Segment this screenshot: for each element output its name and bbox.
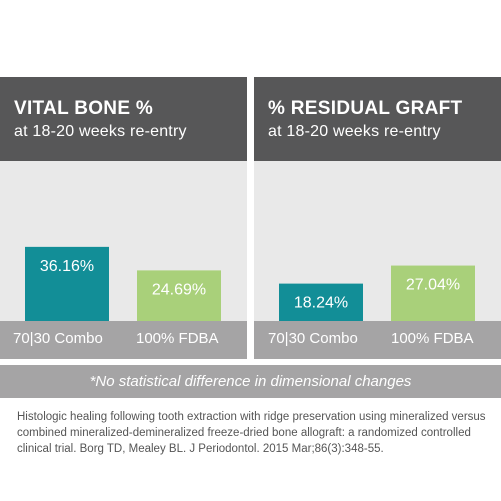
residual-graft-category-bar: 70|30 Combo 100% FDBA [254, 321, 501, 359]
category-label: 100% FDBA [136, 330, 219, 347]
vital-bone-bars: 36.16% 24.69% [25, 246, 221, 321]
chart-subtitle: at 18-20 weeks re-entry [14, 123, 187, 140]
chart-subtitle: at 18-20 weeks re-entry [268, 123, 441, 140]
vital-bone-header: VITAL BONE % at 18-20 weeks re-entry [0, 77, 247, 161]
bar-combo [25, 246, 109, 321]
bar-value-label: 27.04% [406, 277, 460, 294]
bar-value-label: 18.24% [294, 295, 348, 312]
residual-graft-bars: 18.24% 27.04% [279, 265, 475, 321]
footnote-banner: *No statistical difference in dimensiona… [0, 365, 501, 398]
category-label: 70|30 Combo [13, 330, 103, 347]
chart-title: % RESIDUAL GRAFT [268, 98, 463, 119]
bar-fdba [391, 265, 475, 321]
bar-value-label: 24.69% [152, 281, 206, 298]
citation-text: Histologic healing following tooth extra… [17, 411, 486, 455]
residual-graft-panel: % RESIDUAL GRAFT at 18-20 weeks re-entry… [254, 77, 501, 359]
bar-value-label: 36.16% [40, 258, 94, 275]
residual-graft-plot: 18.24% 27.04% [254, 161, 501, 321]
vital-bone-plot: 36.16% 24.69% [0, 161, 247, 321]
bar-fdba [137, 270, 221, 321]
category-label: 70|30 Combo [268, 330, 358, 347]
category-label: 100% FDBA [391, 330, 474, 347]
vital-bone-panel: VITAL BONE % at 18-20 weeks re-entry 36.… [0, 77, 247, 359]
chart-title: VITAL BONE % [14, 98, 154, 119]
bar-combo [279, 283, 363, 321]
vital-bone-category-bar: 70|30 Combo 100% FDBA [0, 321, 247, 359]
residual-graft-header: % RESIDUAL GRAFT at 18-20 weeks re-entry [254, 77, 501, 161]
